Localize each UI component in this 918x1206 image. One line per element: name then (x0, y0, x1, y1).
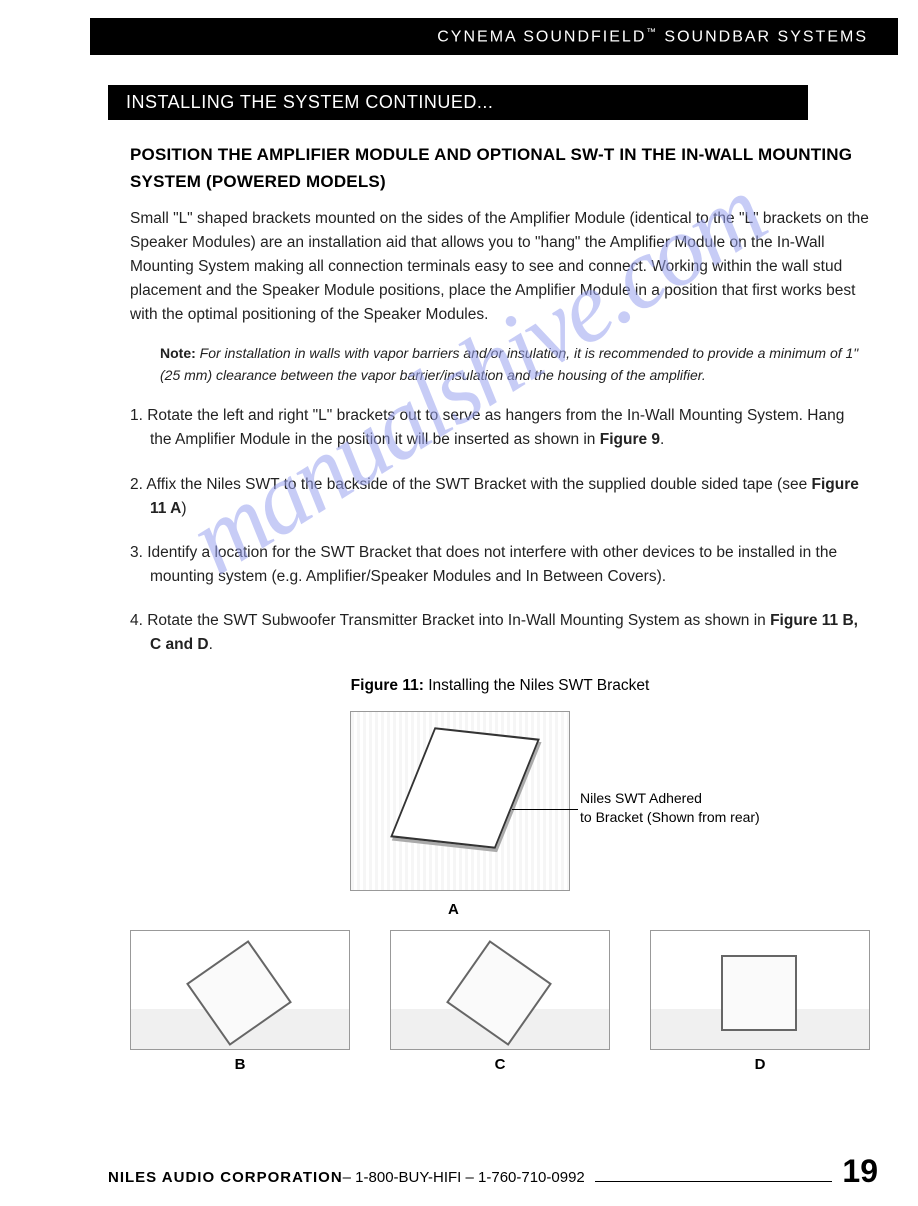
step-1-pre: 1. Rotate the left and right "L" bracket… (130, 407, 844, 448)
diagram-label-a: A (448, 901, 459, 918)
footer: NILES AUDIO CORPORATION – 1-800-BUY-HIFI… (108, 1153, 878, 1190)
step-1: 1. Rotate the left and right "L" bracket… (130, 404, 870, 452)
mini-label-d: D (650, 1056, 870, 1073)
step-1-bold: Figure 9 (600, 431, 660, 448)
mini-box-c (390, 930, 610, 1050)
diagrams-row: B C D (130, 930, 870, 1073)
note-text: For installation in walls with vapor bar… (160, 345, 858, 383)
mini-shape-c (446, 940, 552, 1046)
footer-company: NILES AUDIO CORPORATION (108, 1169, 343, 1186)
step-2-pre: 2. Affix the Niles SWT to the backside o… (130, 476, 812, 493)
header-title: CYNEMA SOUNDFIELD (437, 28, 646, 45)
mini-diagram-c: C (390, 930, 610, 1073)
step-4-post: . (209, 636, 213, 653)
footer-contact: – 1-800-BUY-HIFI – 1-760-710-0992 (343, 1169, 585, 1186)
step-4-pre: 4. Rotate the SWT Subwoofer Transmitter … (130, 612, 770, 629)
step-1-post: . (660, 431, 664, 448)
diagram-callout: Niles SWT Adhered to Bracket (Shown from… (580, 789, 760, 828)
header-tm: ™ (646, 27, 658, 38)
mini-box-b (130, 930, 350, 1050)
mini-diagram-d: D (650, 930, 870, 1073)
step-4: 4. Rotate the SWT Subwoofer Transmitter … (130, 609, 870, 657)
mini-label-b: B (130, 1056, 350, 1073)
callout-line (512, 809, 578, 810)
note-label: Note: (160, 345, 196, 361)
figure-caption: Installing the Niles SWT Bracket (424, 677, 649, 694)
sub-heading: POSITION THE AMPLIFIER MODULE AND OPTION… (130, 142, 870, 195)
header-bar: CYNEMA SOUNDFIELD™ SOUNDBAR SYSTEMS (90, 18, 898, 55)
intro-paragraph: Small "L" shaped brackets mounted on the… (130, 207, 870, 327)
figure-title: Figure 11: Installing the Niles SWT Brac… (130, 677, 870, 695)
step-3: 3. Identify a location for the SWT Brack… (130, 541, 870, 589)
content-area: POSITION THE AMPLIFIER MODULE AND OPTION… (0, 142, 918, 1072)
mini-diagram-b: B (130, 930, 350, 1073)
header-tail: SOUNDBAR SYSTEMS (658, 28, 868, 45)
page-number: 19 (842, 1153, 878, 1190)
section-heading: INSTALLING THE SYSTEM CONTINUED... (108, 85, 808, 120)
step-2-post: ) (181, 500, 186, 517)
note-block: Note: For installation in walls with vap… (160, 343, 870, 386)
step-2: 2. Affix the Niles SWT to the backside o… (130, 473, 870, 521)
figure-main-diagram: Niles SWT Adhered to Bracket (Shown from… (130, 711, 870, 926)
mini-label-c: C (390, 1056, 610, 1073)
callout-line1: Niles SWT Adhered (580, 790, 702, 806)
callout-line2: to Bracket (Shown from rear) (580, 809, 760, 825)
mini-shape-b (186, 940, 292, 1046)
mini-shape-d (721, 955, 797, 1031)
figure-label: Figure 11: (351, 677, 424, 694)
mini-box-d (650, 930, 870, 1050)
footer-rule (595, 1181, 833, 1182)
